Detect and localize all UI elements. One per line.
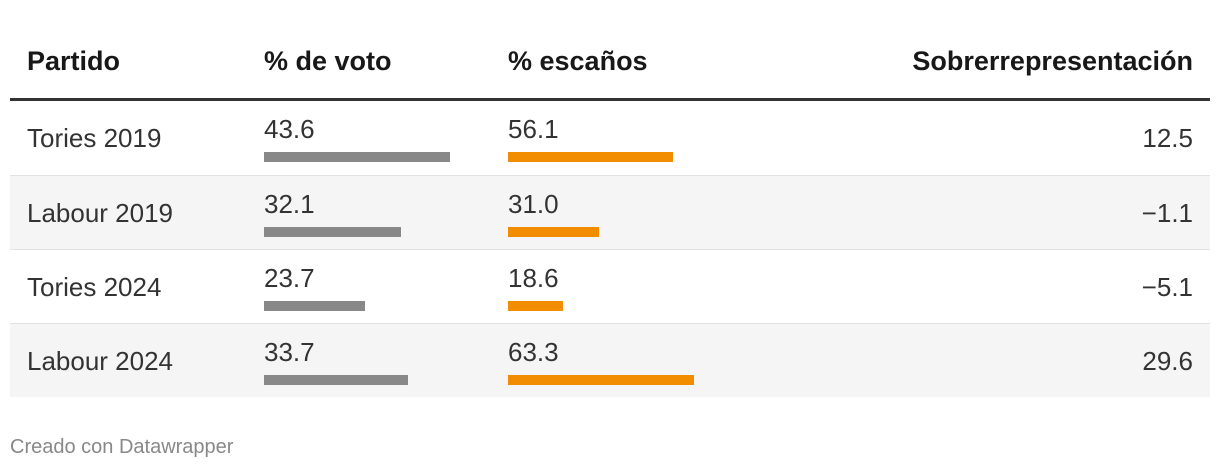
over-representation: 29.6: [1142, 346, 1193, 376]
column-header: Sobrerrepresentación: [912, 46, 1193, 76]
value-label: 43.6: [264, 114, 315, 144]
table-row: Tories 2024 23.7 18.6 −5.1: [10, 249, 1210, 323]
over-representation: −5.1: [1141, 272, 1193, 302]
bar: [264, 152, 450, 162]
column-header: Partido: [27, 46, 121, 76]
table-row: Labour 2019 32.1 31.0 −1.1: [10, 175, 1210, 249]
value-label: 31.0: [508, 189, 559, 219]
party-label: Labour 2019: [27, 198, 174, 228]
party-label: Labour 2024: [27, 346, 174, 376]
party-label: Tories 2019: [27, 123, 162, 153]
footer: Creado con Datawrapper: [10, 436, 234, 458]
value-label: 18.6: [508, 263, 559, 293]
header-rule: [10, 98, 1210, 101]
bar: [264, 227, 401, 237]
value-label: 32.1: [264, 189, 315, 219]
value-label: 56.1: [508, 114, 559, 144]
value-label: 33.7: [264, 337, 315, 367]
bar: [508, 227, 600, 237]
party-label: Tories 2024: [27, 272, 162, 302]
column-header: % escaños: [508, 46, 648, 76]
bar: [264, 375, 408, 385]
bar: [508, 301, 563, 311]
column-header: % de voto: [264, 46, 392, 76]
bar: [508, 152, 673, 162]
table-row: Labour 2024 33.7 63.3 29.6: [10, 323, 1210, 397]
value-label: 23.7: [264, 263, 315, 293]
table-row: Tories 2019 43.6 56.1 12.5: [10, 101, 1210, 174]
over-representation: 12.5: [1142, 123, 1193, 153]
bar: [264, 301, 366, 311]
over-representation: −1.1: [1141, 198, 1193, 228]
value-label: 63.3: [508, 337, 559, 367]
bar: [508, 375, 694, 385]
